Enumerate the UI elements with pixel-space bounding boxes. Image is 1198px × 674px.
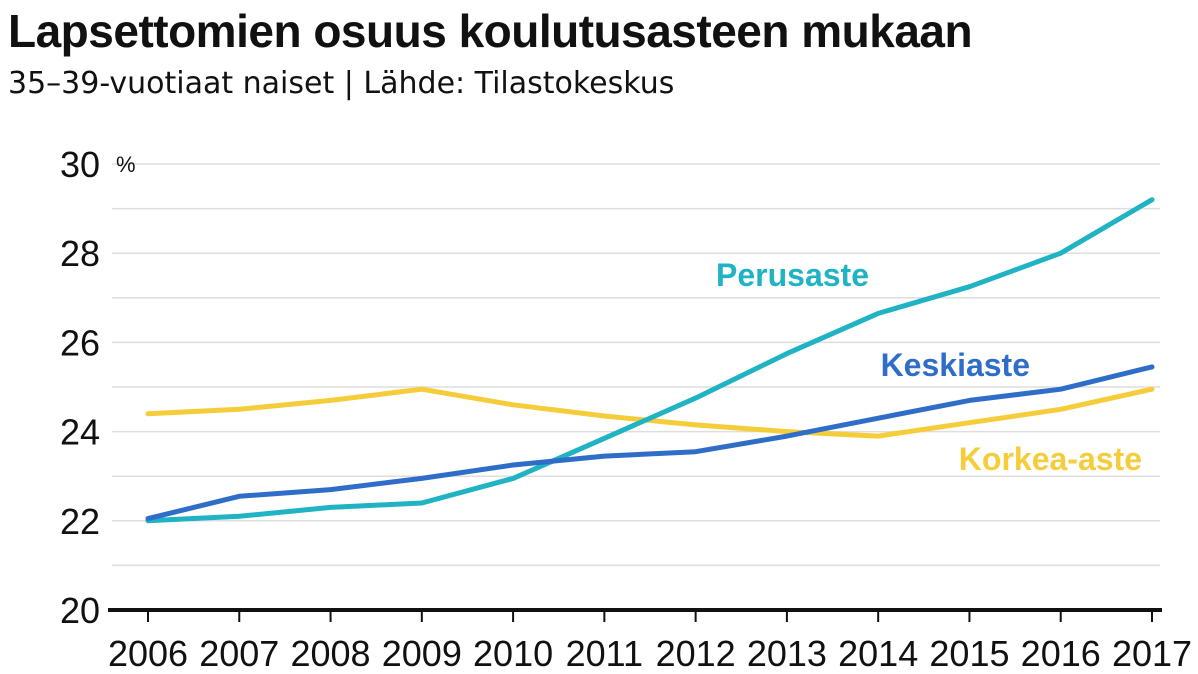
series-label-perusaste: Perusaste (716, 257, 869, 293)
x-tick-label: 2012 (656, 633, 736, 674)
x-tick-label: 2011 (566, 633, 643, 674)
y-axis-ticks: 20 22 24 26 28 30 (60, 144, 100, 631)
grid-lines (112, 163, 1160, 567)
series-labels: Perusaste Keskiaste Korkea-aste (716, 257, 1142, 477)
x-tick-label: 2013 (747, 633, 827, 674)
series-line-keskiaste (145, 364, 1155, 522)
series-label-keskiaste: Keskiaste (881, 347, 1030, 383)
chart-subtitle: 35–39-vuotiaat naiset | Lähde: Tilastoke… (8, 66, 675, 101)
series-lines (145, 197, 1155, 524)
y-tick-label: 28 (60, 233, 100, 274)
x-tick-label: 2008 (290, 633, 370, 674)
y-tick-label: 30 (60, 144, 100, 185)
series-line-perusaste (145, 197, 1155, 524)
x-tick-label: 2006 (108, 633, 188, 674)
y-tick-label: 22 (60, 501, 100, 542)
x-axis: 2006 2007 2008 2009 2010 2011 2012 2013 2014 2015… (108, 608, 1192, 674)
series-label-korkea-aste: Korkea-aste (959, 441, 1142, 477)
x-tick-label: 2010 (473, 633, 553, 674)
x-tick-label: 2007 (199, 633, 279, 674)
x-tick-label: 2016 (1021, 633, 1101, 674)
x-tick-label: 2009 (382, 633, 462, 674)
y-tick-label: 24 (60, 412, 100, 453)
x-tick-label: 2014 (838, 633, 918, 674)
chart-title: Lapsettomien osuus koulutusasteen mukaan (8, 5, 973, 57)
y-tick-label: 20 (60, 590, 100, 631)
x-tick-label: 2017 (1112, 633, 1192, 674)
y-tick-label: 26 (60, 322, 100, 363)
x-tick-label: 2015 (929, 633, 1009, 674)
y-unit-label: % (116, 152, 136, 177)
